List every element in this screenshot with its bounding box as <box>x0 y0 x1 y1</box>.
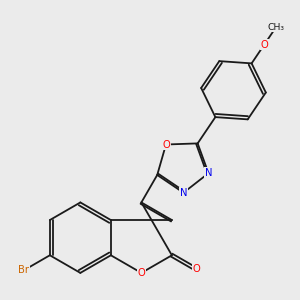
Text: O: O <box>137 268 145 278</box>
Text: N: N <box>180 188 187 198</box>
Text: Br: Br <box>18 265 29 275</box>
Text: O: O <box>162 140 170 149</box>
Text: N: N <box>205 168 212 178</box>
Text: O: O <box>260 40 268 50</box>
Text: CH₃: CH₃ <box>268 22 285 32</box>
Text: O: O <box>192 264 200 274</box>
